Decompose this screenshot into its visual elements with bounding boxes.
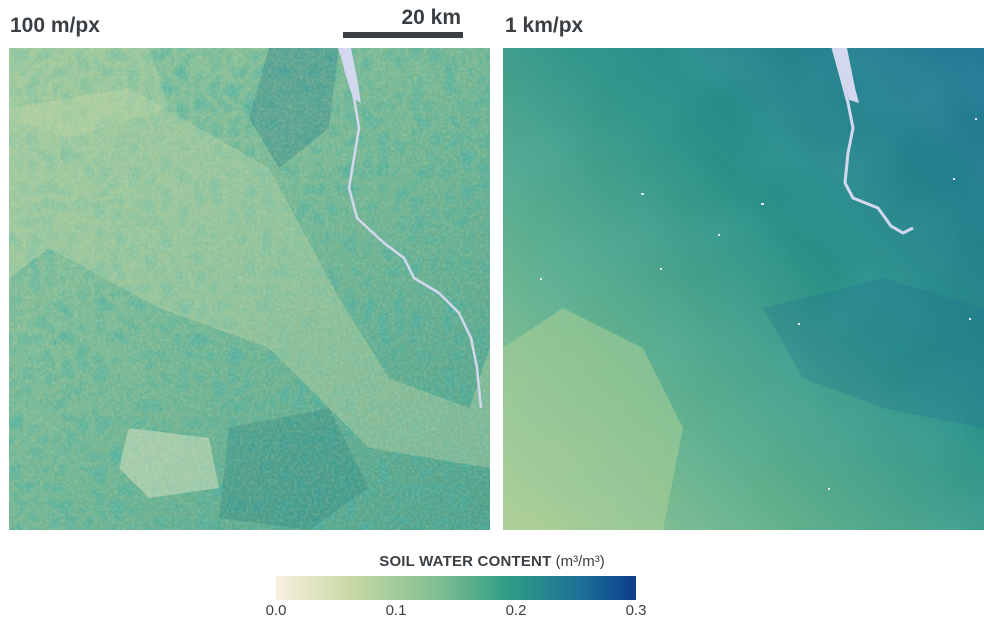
legend-tick: 0.0 (265, 602, 287, 619)
scale-bar-line (343, 32, 463, 38)
legend-title: SOIL WATER CONTENT (m³/m³) (0, 553, 984, 570)
legend-tick: 0.1 (385, 602, 407, 619)
map-1km-resolution (503, 48, 984, 530)
legend-tick: 0.2 (505, 602, 527, 619)
legend-tick: 0.3 (625, 602, 647, 619)
map-100m-resolution (9, 48, 490, 530)
legend-title-text: SOIL WATER CONTENT (379, 553, 552, 570)
left-panel-title: 100 m/px (10, 14, 100, 37)
scale-bar: 20 km (343, 6, 463, 40)
legend-title-unit: (m³/m³) (555, 553, 605, 570)
scale-bar-label: 20 km (401, 6, 461, 29)
right-panel-title: 1 km/px (505, 14, 584, 37)
legend-color-bar (276, 576, 636, 600)
